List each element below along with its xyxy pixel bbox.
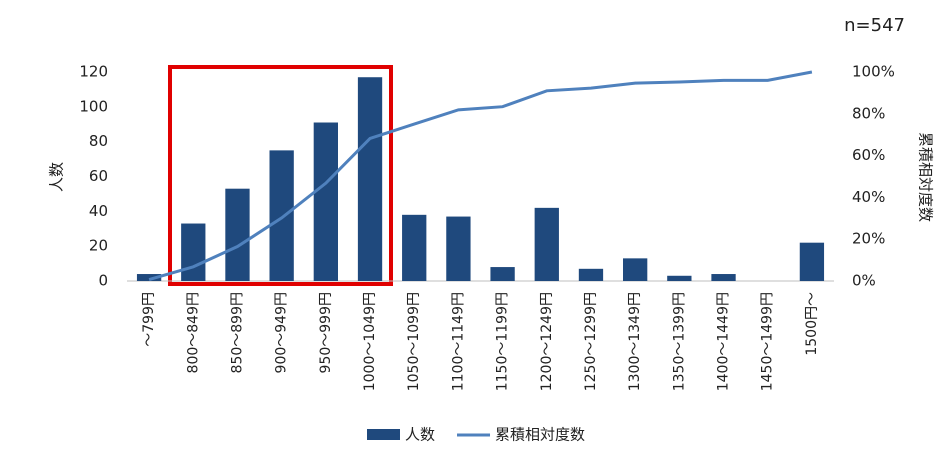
x-tick-label: 1300～1349円 [627,292,643,391]
x-tick-label: 1400～1449円 [716,292,732,391]
legend-swatch [367,429,400,440]
x-tick-label: 1100～1149円 [450,292,466,391]
y2-tick-label: 80% [852,104,885,122]
y-axis-label: 人数 [48,162,66,192]
y-tick-label: 40 [89,202,108,220]
x-tick-label: 850～899円 [229,292,245,373]
bar [136,274,162,281]
y2-tick-label: 20% [852,230,885,248]
x-tick-label: 1200～1249円 [539,292,555,391]
bar [667,275,692,281]
x-tick-label: 1450～1499円 [760,292,776,391]
y2-tick-label: 40% [852,188,885,206]
x-tick-label: 1050～1099円 [406,292,422,391]
y-tick-label: 0 [98,272,108,290]
bar [225,188,250,281]
y2-tick-label: 60% [852,146,885,164]
y-tick-label: 100 [79,97,108,115]
bar [799,242,825,281]
bar [578,268,604,281]
bar [269,150,294,281]
bar [313,122,338,281]
bar [446,216,471,281]
bar [181,223,206,281]
y-tick-label: 120 [79,63,108,81]
x-tick-label: 1250～1299円 [583,292,599,391]
y2-tick-label: 0% [852,272,876,290]
line [148,70,813,281]
bar [357,77,383,281]
y2-tick-label: 100% [852,63,895,81]
bar [402,214,427,281]
legend-label: 人数 [405,426,435,444]
bar [711,274,736,281]
highlight-box [168,65,393,286]
bar [534,207,559,281]
legend-label: 累積相対度数 [495,426,585,444]
x-tick-label: 900～949円 [274,292,290,373]
x-tick-label: 1000～1049円 [362,292,378,391]
bar [623,258,648,281]
bar [490,267,515,281]
x-tick-label: 950～999円 [318,292,334,373]
x-tick-label: 1350～1399円 [671,292,687,391]
x-tick-label: 1500円～ [804,292,820,356]
x-tick-label: 800～849円 [185,292,201,373]
x-tick-label: ～799円 [141,292,157,347]
y-tick-label: 80 [89,132,108,150]
y-tick-label: 20 [89,237,108,255]
y2-axis-label: 累積相対度数 [917,132,935,222]
annotation: n=547 [844,15,905,36]
y-tick-label: 60 [89,167,108,185]
x-tick-label: 1150～1199円 [495,292,511,391]
